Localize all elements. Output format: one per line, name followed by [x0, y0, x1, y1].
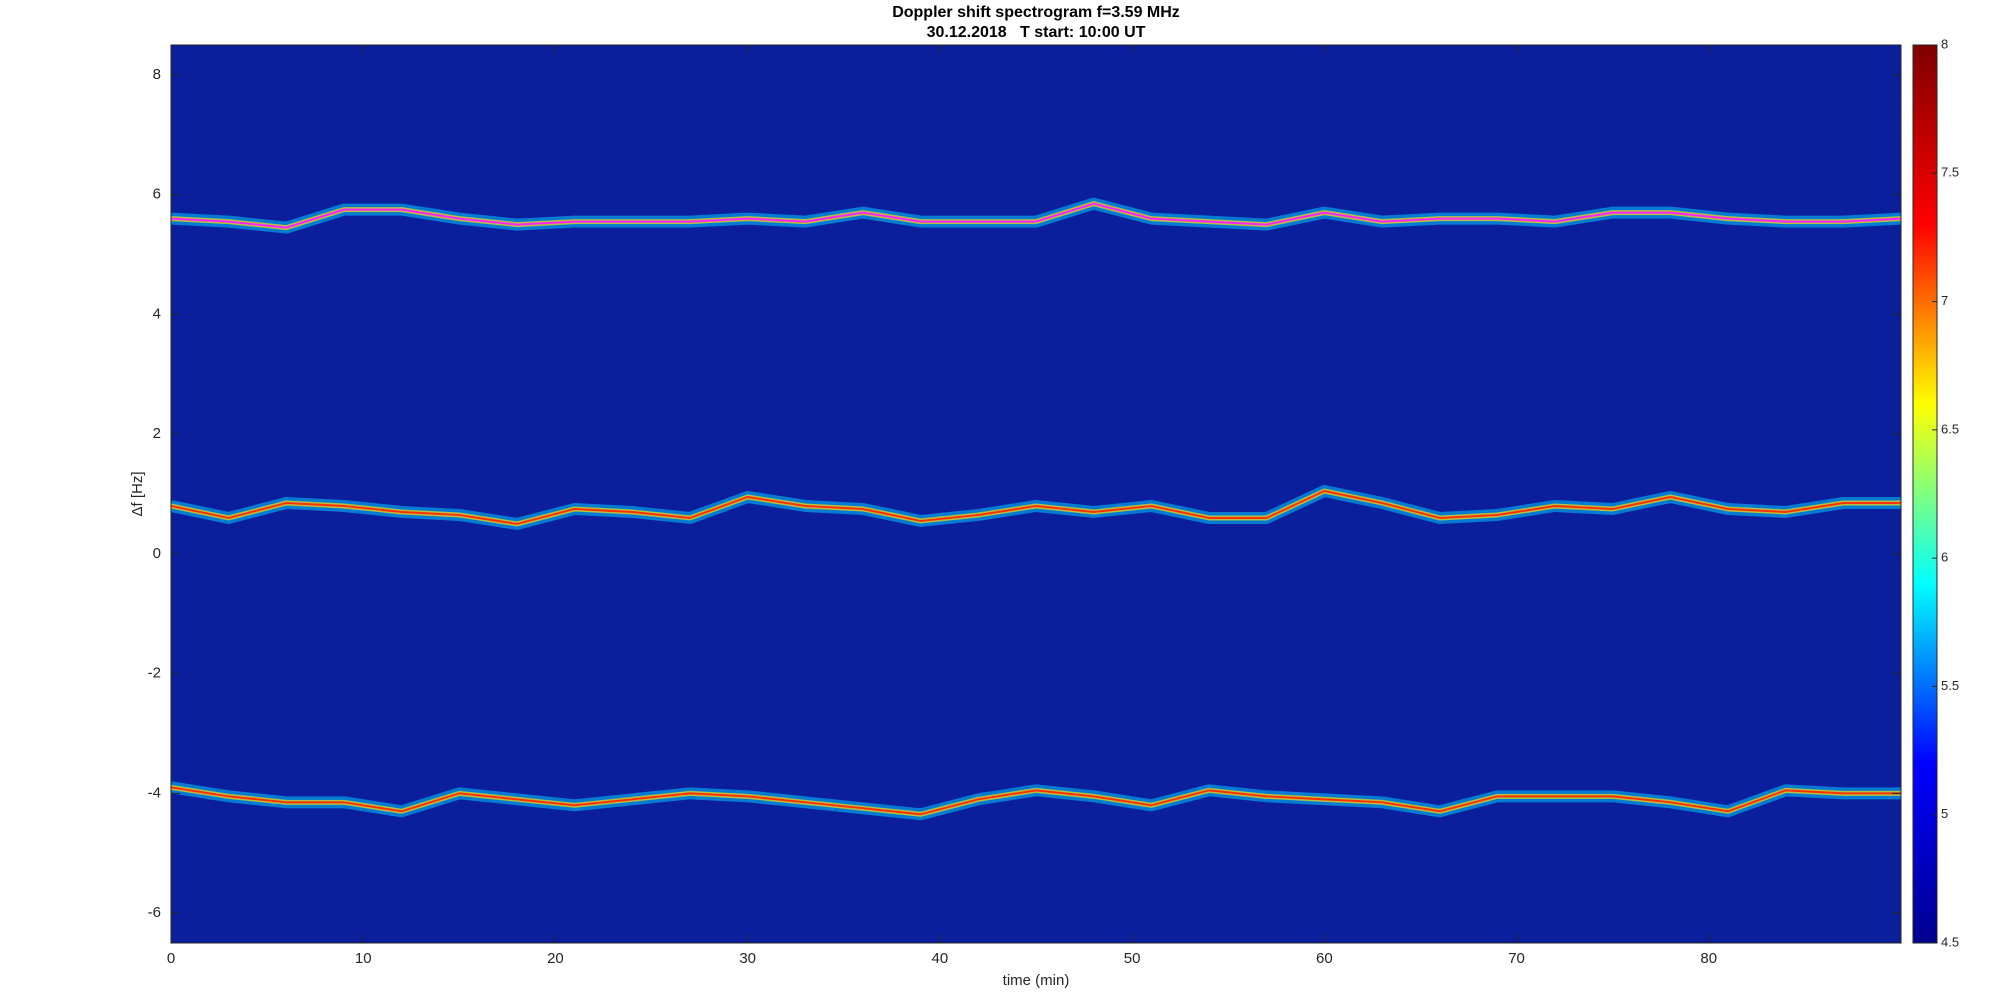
x-axis-label: time (min) [1003, 972, 1070, 989]
colorbar [1912, 44, 1938, 944]
y-axis-label: Δf [Hz] [129, 471, 146, 516]
y-tick-label: -4 [148, 784, 161, 801]
chart-title: Doppler shift spectrogram f=3.59 MHz [892, 4, 1180, 21]
y-tick-label: 8 [153, 66, 161, 83]
trace [171, 490, 1901, 525]
colorbar-tick-label: 6.5 [1941, 421, 1959, 436]
plot-frame [170, 44, 1902, 944]
trace [171, 202, 1901, 229]
x-tick-label: 40 [932, 950, 949, 967]
x-tick-label: 30 [739, 950, 756, 967]
colorbar-tick-label: 5.5 [1941, 678, 1959, 693]
y-tick-label: 4 [153, 305, 161, 322]
colorbar-tick-label: 7 [1941, 293, 1948, 308]
y-tick-label: -6 [148, 904, 161, 921]
colorbar-tick-label: 4.5 [1941, 934, 1959, 949]
y-tick-label: 2 [153, 425, 161, 442]
y-tick-label: -2 [148, 665, 161, 682]
colorbar-tick-label: 6 [1941, 550, 1948, 565]
x-tick-label: 50 [1124, 950, 1141, 967]
x-tick-label: 0 [167, 950, 175, 967]
y-tick-label: 6 [153, 186, 161, 203]
colorbar-tick-label: 7.5 [1941, 165, 1959, 180]
x-tick-label: 10 [355, 950, 372, 967]
x-tick-label: 60 [1316, 950, 1333, 967]
y-tick-label: 0 [153, 545, 161, 562]
x-tick-label: 20 [547, 950, 564, 967]
x-tick-label: 70 [1508, 950, 1525, 967]
colorbar-tick-label: 5 [1941, 806, 1948, 821]
colorbar-tick-label: 8 [1941, 36, 1948, 51]
trace [171, 786, 1901, 816]
traces [171, 197, 1901, 821]
chart-subtitle: 30.12.2018 T start: 10:00 UT [927, 24, 1146, 41]
x-tick-label: 80 [1700, 950, 1717, 967]
